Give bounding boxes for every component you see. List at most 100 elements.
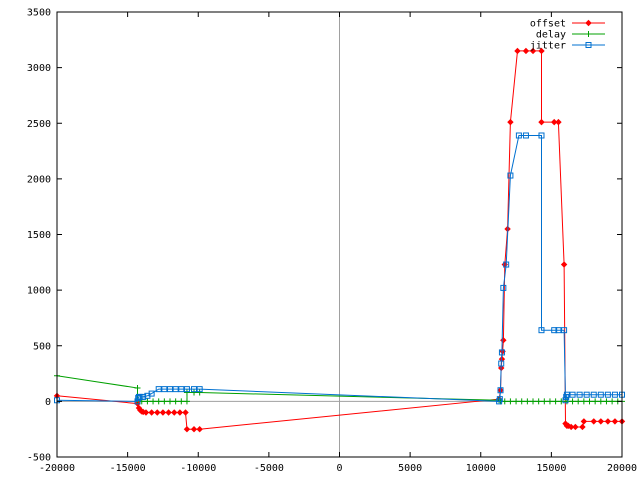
data-point-offset xyxy=(550,118,558,126)
data-point-delay xyxy=(183,398,190,405)
data-point-delay xyxy=(155,398,162,405)
data-point-jitter xyxy=(140,393,147,400)
data-point-offset xyxy=(165,409,172,416)
data-point-jitter xyxy=(507,172,514,179)
data-point-jitter xyxy=(590,391,597,398)
data-point-jitter xyxy=(597,391,604,398)
data-point-jitter xyxy=(604,391,611,398)
zero-lines xyxy=(57,12,622,457)
data-point-delay xyxy=(592,398,599,405)
data-point-delay xyxy=(535,398,542,405)
data-point-offset xyxy=(182,409,189,416)
data-point-jitter xyxy=(522,132,529,139)
data-point-jitter xyxy=(563,391,570,398)
data-point-offset xyxy=(176,409,184,416)
y-tick-label: 500 xyxy=(33,341,51,352)
legend-marker-delay xyxy=(585,31,592,37)
legend-label-offset: offset xyxy=(530,19,566,30)
x-tick-label: 5000 xyxy=(398,463,422,474)
data-point-offset xyxy=(154,409,161,416)
data-point-offset xyxy=(190,425,198,433)
data-point-jitter xyxy=(538,132,545,139)
data-point-jitter xyxy=(172,386,179,393)
x-tick-label: -15000 xyxy=(110,463,146,474)
data-point-delay xyxy=(161,398,168,405)
data-point-jitter xyxy=(515,132,522,139)
data-point-delay xyxy=(541,398,548,405)
data-point-jitter xyxy=(561,327,568,334)
x-tick-label: -20000 xyxy=(39,463,75,474)
data-point-offset xyxy=(500,336,507,344)
data-point-offset xyxy=(555,118,562,126)
data-point-delay xyxy=(609,398,616,405)
data-point-delay xyxy=(172,398,179,405)
data-point-delay xyxy=(196,389,203,396)
data-point-delay xyxy=(603,398,610,405)
data-point-offset xyxy=(611,418,619,425)
data-point-jitter xyxy=(148,390,155,397)
data-point-delay xyxy=(513,398,520,405)
data-point-jitter xyxy=(576,391,583,398)
data-point-jitter xyxy=(498,360,505,367)
data-point-offset xyxy=(579,423,586,431)
data-point-offset xyxy=(597,418,605,425)
data-point-delay xyxy=(178,398,185,405)
legend-label-delay: delay xyxy=(536,30,566,41)
legend-marker-jitter xyxy=(585,42,592,48)
data-point-jitter xyxy=(183,386,190,393)
data-point-offset xyxy=(572,423,579,431)
data-point-delay xyxy=(518,398,525,405)
data-point-offset xyxy=(196,425,203,433)
data-point-jitter xyxy=(500,284,507,291)
data-point-delay xyxy=(530,398,537,405)
data-point-delay xyxy=(191,389,198,396)
axes: -20000 -15000 -10000 -5000 0 5000 10000 15000 20… xyxy=(27,8,637,475)
data-point-jitter xyxy=(503,261,510,268)
series-jitter xyxy=(54,132,625,405)
series-line-jitter xyxy=(56,135,622,402)
data-point-jitter xyxy=(569,391,576,398)
data-point-offset xyxy=(171,409,178,416)
y-tick-label: 2500 xyxy=(27,119,51,130)
data-point-jitter xyxy=(611,391,618,398)
data-point-offset xyxy=(159,409,167,416)
data-point-jitter xyxy=(583,391,590,398)
data-point-offset xyxy=(538,47,545,55)
data-point-jitter xyxy=(155,386,162,393)
data-point-jitter xyxy=(161,386,168,393)
y-tick-label: 1000 xyxy=(27,286,51,297)
data-point-delay xyxy=(546,398,553,405)
data-point-offset xyxy=(507,118,514,126)
x-tick-label: -10000 xyxy=(180,463,216,474)
data-point-offset xyxy=(604,418,612,425)
data-point-delay xyxy=(507,398,514,405)
y-tick-label: -500 xyxy=(27,453,51,464)
data-point-jitter xyxy=(555,327,562,334)
y-tick-label: 1500 xyxy=(27,230,51,241)
x-tick-label: 0 xyxy=(336,463,342,474)
data-point-delay xyxy=(575,398,582,405)
y-tick-label: 3000 xyxy=(27,63,51,74)
x-tick-label: 10000 xyxy=(466,463,496,474)
data-point-delay xyxy=(597,398,604,405)
legend-marker-offset xyxy=(585,19,592,27)
data-point-jitter xyxy=(551,327,558,334)
data-point-offset xyxy=(580,418,588,425)
data-point-jitter xyxy=(167,386,173,393)
data-point-delay xyxy=(183,389,190,396)
x-tick-label: 15000 xyxy=(536,463,566,474)
data-point-jitter xyxy=(497,387,504,394)
y-tick-label: 2000 xyxy=(27,174,51,185)
data-point-offset xyxy=(567,423,575,431)
data-point-delay xyxy=(569,398,576,405)
data-point-jitter xyxy=(562,397,569,404)
data-point-jitter xyxy=(538,327,545,334)
data-point-jitter xyxy=(196,386,203,393)
data-point-offset xyxy=(148,409,155,416)
data-point-delay xyxy=(580,398,587,405)
data-point-delay xyxy=(524,398,531,405)
data-point-delay xyxy=(150,398,157,405)
data-point-offset xyxy=(514,47,521,55)
data-point-delay xyxy=(144,398,151,405)
